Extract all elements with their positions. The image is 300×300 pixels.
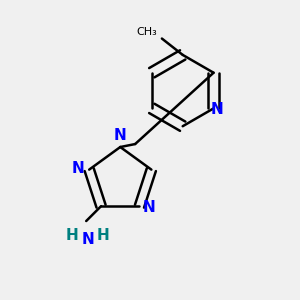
Text: N: N [72, 160, 85, 175]
Text: CH₃: CH₃ [137, 27, 158, 37]
Text: H: H [97, 229, 110, 244]
Text: N: N [143, 200, 156, 215]
Text: N: N [114, 128, 127, 142]
Text: H: H [66, 229, 79, 244]
Text: N: N [81, 232, 94, 247]
Text: N: N [210, 102, 223, 117]
